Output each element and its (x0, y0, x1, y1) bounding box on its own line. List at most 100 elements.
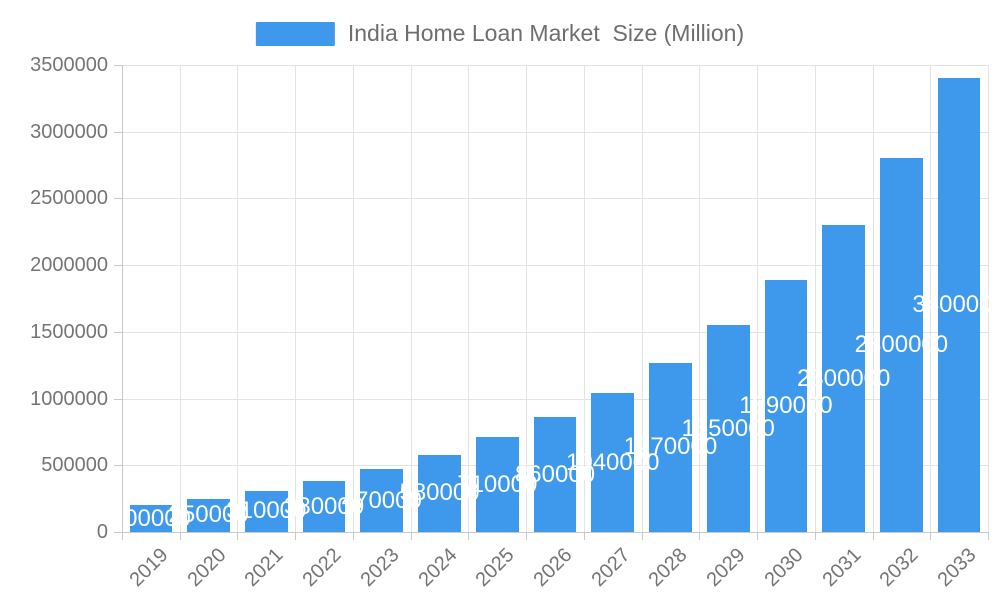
x-gridline (352, 65, 354, 532)
y-gridline (122, 331, 988, 333)
bar-2033[interactable] (937, 78, 981, 532)
x-axis-label-2030: 2030 (760, 544, 808, 592)
legend-label[interactable]: India Home Loan Market Size (Million) (347, 20, 745, 46)
x-axis-tick (122, 532, 123, 540)
bar-2030[interactable] (764, 279, 808, 532)
bar-2019[interactable] (129, 505, 173, 532)
bar-label-2029: 1550000 (681, 414, 775, 442)
legend: India Home Loan Market Size (Million) (255, 20, 745, 47)
y-axis-tick (114, 131, 122, 133)
x-axis-tick (179, 532, 181, 540)
bar-2026[interactable] (533, 417, 577, 532)
x-axis-label-2022: 2022 (298, 544, 346, 592)
x-axis-label-2019: 2019 (125, 544, 173, 592)
bar-label-2025: 710000 (457, 470, 538, 498)
x-gridline (757, 65, 759, 532)
y-axis-label: 2000000 (30, 254, 108, 277)
x-axis-tick (352, 532, 354, 540)
x-gridline (237, 65, 239, 532)
y-axis-tick (114, 398, 122, 400)
bar-2022[interactable] (302, 481, 346, 532)
y-gridline (122, 265, 988, 267)
x-axis-label-2033: 2033 (933, 544, 981, 592)
x-axis-label-2031: 2031 (818, 544, 866, 592)
x-axis-tick (641, 532, 643, 540)
bar-label-2031: 2300000 (796, 364, 891, 392)
x-axis-tick (699, 532, 701, 540)
bar-label-2019: 200000 (110, 504, 191, 532)
y-axis-tick (114, 65, 122, 66)
x-axis-tick (295, 532, 297, 540)
x-axis-tick (814, 532, 816, 540)
x-gridline (295, 65, 297, 532)
bar-label-2028: 1270000 (623, 433, 718, 461)
y-axis-label: 1000000 (30, 387, 108, 410)
y-axis-label: 3000000 (30, 120, 108, 143)
bar-label-2026: 860000 (514, 460, 596, 488)
x-gridline (641, 65, 643, 532)
x-axis-label-2026: 2026 (529, 544, 577, 592)
bar-2032[interactable] (880, 158, 923, 532)
y-axis-label: 500000 (41, 454, 108, 477)
x-gridline (410, 65, 412, 532)
plot-area: 200000 250000 310000 380000 470000 580000 7100… (111, 65, 1000, 533)
y-axis-label: 3500000 (30, 54, 108, 76)
y-axis-tick (114, 465, 122, 467)
x-axis-tick (930, 532, 932, 540)
y-gridline (122, 198, 988, 200)
x-axis-tick (757, 532, 759, 540)
legend-swatch[interactable] (255, 21, 335, 46)
x-axis-label-2027: 2027 (587, 544, 635, 592)
y-gridline (122, 65, 988, 66)
y-axis-label: 0 (96, 521, 108, 543)
x-axis-tick (583, 532, 585, 540)
x-gridline (468, 65, 470, 532)
x-axis-tick (237, 532, 239, 540)
bar-label-2023: 470000 (341, 486, 422, 514)
x-axis-line (122, 532, 988, 533)
y-axis-tick (114, 265, 122, 267)
x-axis-tick (988, 532, 989, 540)
bar-2025[interactable] (475, 437, 519, 532)
bar-label-2022: 380000 (284, 492, 365, 520)
x-axis-tick (410, 532, 412, 540)
x-axis-label-2025: 2025 (471, 544, 519, 592)
bar-2023[interactable] (360, 469, 404, 532)
x-gridline (526, 65, 528, 532)
bar-label-2024: 580000 (399, 479, 480, 507)
x-axis-label-2024: 2024 (414, 544, 462, 592)
x-axis-label-2020: 2020 (183, 544, 231, 592)
bar-2031[interactable] (822, 225, 866, 532)
y-axis-line (122, 65, 123, 532)
bar-2021[interactable] (244, 490, 288, 532)
bar-label-2030: 1890000 (739, 391, 833, 419)
y-axis-label: 2500000 (30, 187, 108, 210)
x-gridline (814, 65, 816, 532)
y-axis-tick (114, 532, 122, 533)
x-axis-tick (468, 532, 470, 540)
bar-2027[interactable] (591, 393, 635, 532)
x-axis-label-2029: 2029 (702, 544, 750, 592)
x-gridline (699, 65, 701, 532)
x-axis-label-2023: 2023 (356, 544, 404, 592)
bar-label-2020: 250000 (168, 501, 249, 529)
bar-2029[interactable] (706, 325, 750, 532)
bar-label-2032: 2800000 (854, 331, 949, 359)
bar-label-2021: 310000 (226, 497, 307, 525)
bar-2020[interactable] (187, 498, 230, 532)
x-axis-tick (872, 532, 874, 540)
bar-2028[interactable] (649, 362, 692, 532)
x-gridline (583, 65, 585, 532)
y-gridline (122, 398, 988, 400)
x-axis-tick (526, 532, 528, 540)
x-gridline (872, 65, 874, 532)
x-gridline (930, 65, 932, 532)
x-gridline (179, 65, 181, 532)
y-axis-tick (114, 198, 122, 200)
bar-label-2027: 1040000 (566, 448, 660, 476)
bar-2024[interactable] (418, 454, 461, 532)
y-axis-label: 1500000 (30, 320, 108, 343)
y-gridline (122, 131, 988, 133)
bar-label-2033: 3400000 (912, 291, 1000, 319)
